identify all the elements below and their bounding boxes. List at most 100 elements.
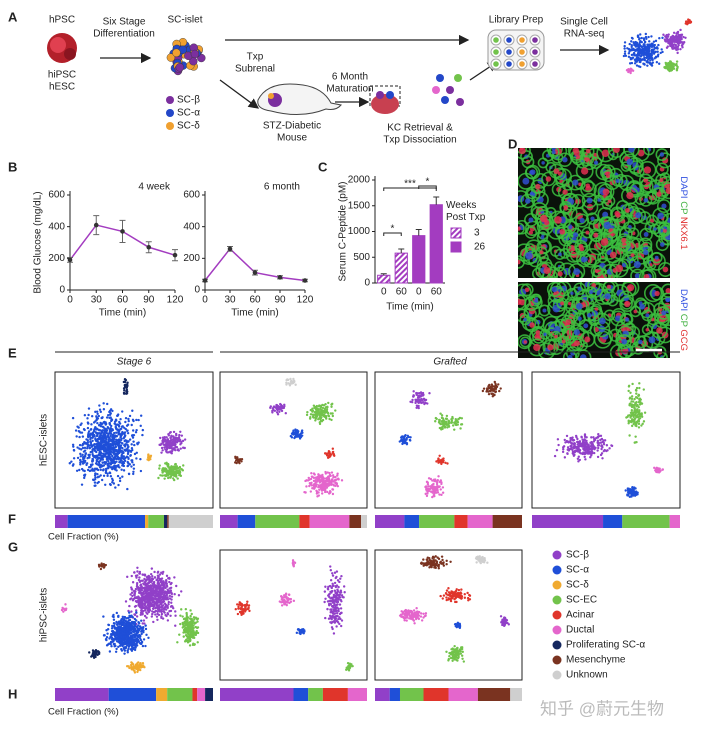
cell-point: [635, 53, 638, 57]
nucleus: [585, 230, 590, 235]
cell-point: [564, 441, 567, 444]
nucleus: [656, 327, 663, 334]
panel-label: D: [508, 136, 517, 151]
cell-point: [114, 425, 117, 429]
cell-point: [333, 454, 336, 457]
cell-point: [90, 423, 93, 426]
cell-point: [158, 588, 162, 591]
cell-point: [450, 419, 454, 422]
cell-point: [94, 472, 97, 475]
cell-point: [183, 446, 186, 450]
schematic: [47, 18, 693, 115]
label: 6 Month: [332, 72, 368, 83]
cell-point: [126, 460, 129, 464]
cell-stain: [657, 152, 670, 169]
cell-point: [627, 419, 630, 422]
cell-stain: [603, 195, 616, 207]
cell-point: [319, 475, 323, 479]
cell-point: [159, 436, 162, 440]
cell-point: [91, 453, 94, 456]
nucleus: [573, 268, 581, 275]
cell-point: [674, 43, 677, 47]
cell-point: [657, 43, 660, 47]
cell-point: [141, 598, 144, 602]
cell: [506, 37, 512, 43]
cell-point: [334, 475, 337, 479]
cell-point: [163, 584, 166, 588]
cell-point: [119, 459, 122, 462]
nucleus: [656, 191, 662, 197]
cell-point: [109, 434, 112, 438]
cell-point: [154, 588, 157, 592]
cell-stain: [581, 148, 595, 158]
cell-point: [152, 600, 156, 604]
cell-point: [157, 613, 161, 617]
cell-point: [118, 460, 121, 464]
cell-point: [170, 601, 173, 604]
cell-point: [401, 442, 404, 446]
cell-stain: [620, 161, 632, 172]
cell: [172, 48, 181, 57]
cell-point: [137, 418, 140, 422]
cell-point: [164, 448, 167, 451]
label: Mouse: [277, 133, 307, 144]
cell-point: [628, 434, 631, 437]
cell-point: [135, 428, 138, 432]
cell-point: [457, 417, 460, 421]
cell-point: [157, 476, 160, 480]
cell-point: [292, 377, 295, 381]
cell-point: [669, 36, 673, 39]
cell-point: [147, 598, 150, 601]
cell-point: [630, 403, 634, 406]
cell-point: [599, 434, 603, 438]
cell-point: [135, 583, 139, 587]
cell-point: [112, 466, 115, 470]
cell-point: [93, 474, 97, 477]
cell-point: [89, 428, 93, 431]
cell-stain: [656, 199, 670, 214]
cell-point: [81, 455, 85, 459]
cell-point: [439, 459, 442, 462]
cell-point: [134, 596, 137, 599]
cell-point: [133, 605, 137, 608]
cell-point: [416, 398, 419, 401]
cell-point: [635, 389, 638, 392]
cell-point: [81, 460, 85, 463]
cell: [456, 98, 464, 106]
cell-point: [684, 36, 687, 39]
cell-point: [107, 466, 110, 470]
cell-point: [638, 386, 641, 390]
cell-point: [590, 443, 593, 446]
cell-point: [639, 50, 642, 53]
nucleus: [579, 217, 585, 224]
cell-point: [623, 41, 627, 44]
cell-point: [112, 437, 116, 441]
cell-point: [160, 612, 164, 616]
label: Txp: [247, 52, 264, 63]
cell: [493, 61, 499, 67]
cell-point: [415, 393, 418, 397]
cell-point: [113, 448, 116, 452]
cell-point: [135, 615, 139, 618]
cell-point: [646, 51, 650, 54]
cell-point: [123, 389, 126, 392]
nucleus: [614, 210, 620, 217]
cell-point: [640, 54, 643, 57]
cell-point: [656, 55, 660, 58]
cell-point: [96, 412, 99, 416]
cell-stain: [582, 308, 596, 322]
cell-point: [109, 449, 112, 452]
cell-point: [650, 64, 654, 67]
cell-point: [132, 597, 135, 601]
cell-point: [106, 447, 109, 450]
legend-dot: [552, 550, 562, 560]
cell-point: [322, 415, 326, 418]
cell-point: [125, 448, 129, 451]
cell-stain: [568, 148, 585, 161]
cell-point: [92, 448, 96, 451]
cell-point: [131, 436, 135, 439]
cell-point: [164, 467, 167, 470]
cell-point: [285, 383, 288, 386]
cell-point: [643, 43, 646, 46]
cell-point: [642, 52, 645, 56]
